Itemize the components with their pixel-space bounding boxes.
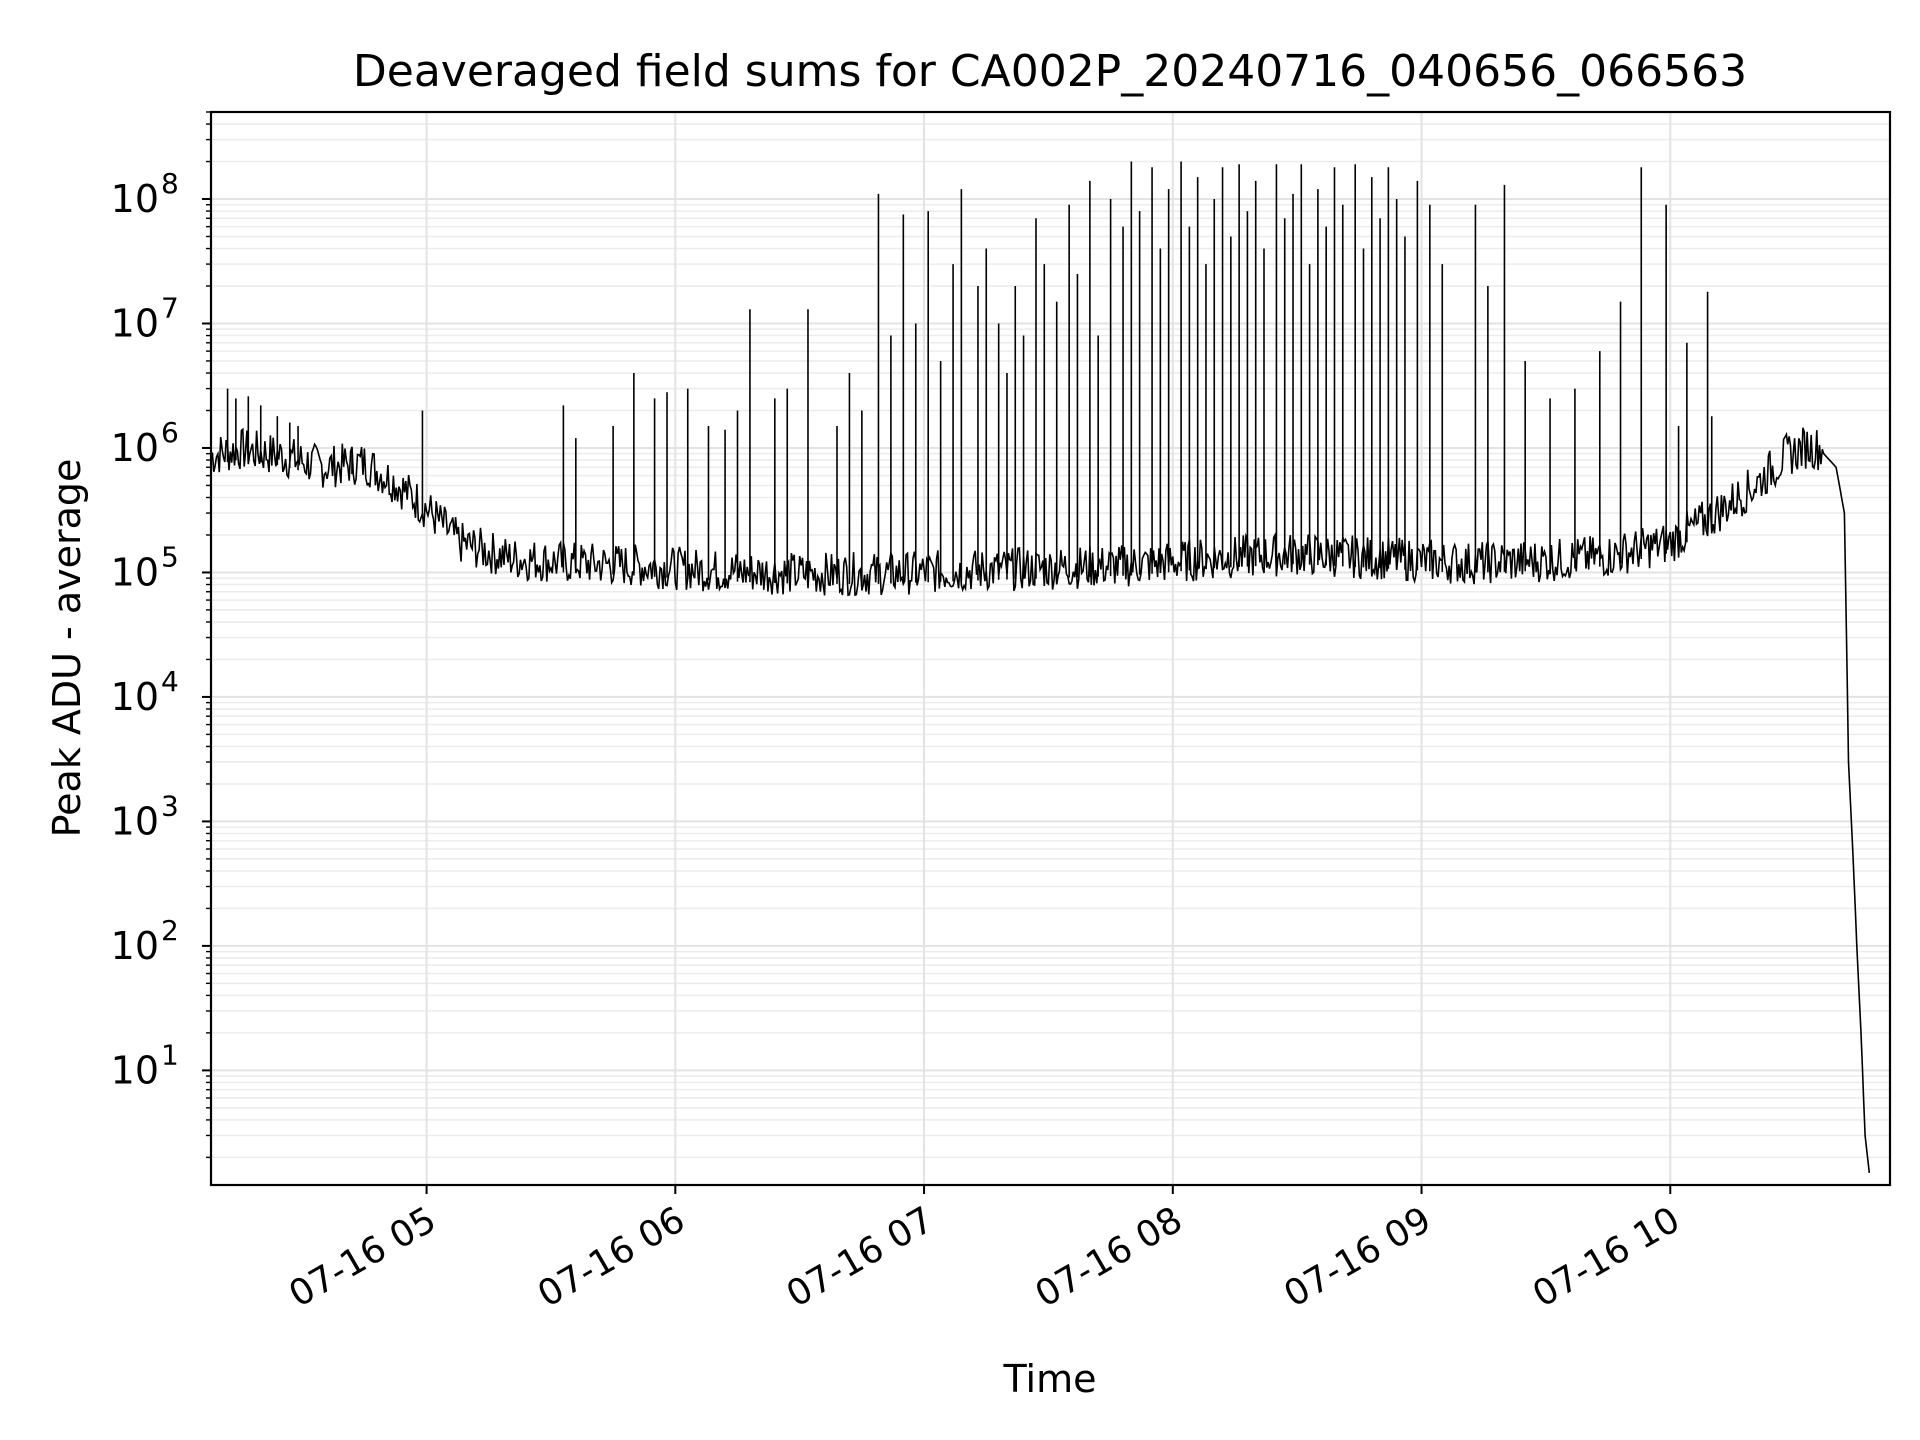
y-tick-label: 10 bbox=[111, 924, 159, 968]
y-tick-exponent: 6 bbox=[161, 416, 179, 449]
y-tick-exponent: 7 bbox=[161, 291, 179, 324]
y-tick-label: 10 bbox=[111, 1048, 159, 1092]
y-tick-label: 10 bbox=[111, 799, 159, 843]
grid-minor bbox=[211, 111, 1890, 1159]
y-tick-label: 10 bbox=[111, 426, 159, 470]
y-tick-label: 10 bbox=[111, 550, 159, 594]
plot-frame bbox=[209, 110, 1892, 1187]
chart-title: Deaveraged field sums for CA002P_2024071… bbox=[353, 46, 1747, 97]
y-tick-exponent: 1 bbox=[161, 1038, 179, 1071]
grid-major bbox=[211, 112, 1890, 1185]
series-layer bbox=[210, 161, 1871, 1173]
y-tick-exponent: 5 bbox=[161, 540, 179, 573]
y-axis-label: Peak ADU - average bbox=[45, 459, 89, 838]
series-line bbox=[210, 427, 1871, 1173]
y-tick-label: 10 bbox=[111, 177, 159, 221]
y-tick-exponent: 3 bbox=[161, 789, 179, 822]
y-tick-label: 10 bbox=[111, 301, 159, 345]
y-tick-exponent: 2 bbox=[161, 914, 179, 947]
y-tick-label: 10 bbox=[111, 675, 159, 719]
y-tick-exponent: 8 bbox=[161, 167, 179, 200]
x-axis-label: Time bbox=[1003, 1357, 1097, 1401]
y-tick-exponent: 4 bbox=[161, 665, 179, 698]
